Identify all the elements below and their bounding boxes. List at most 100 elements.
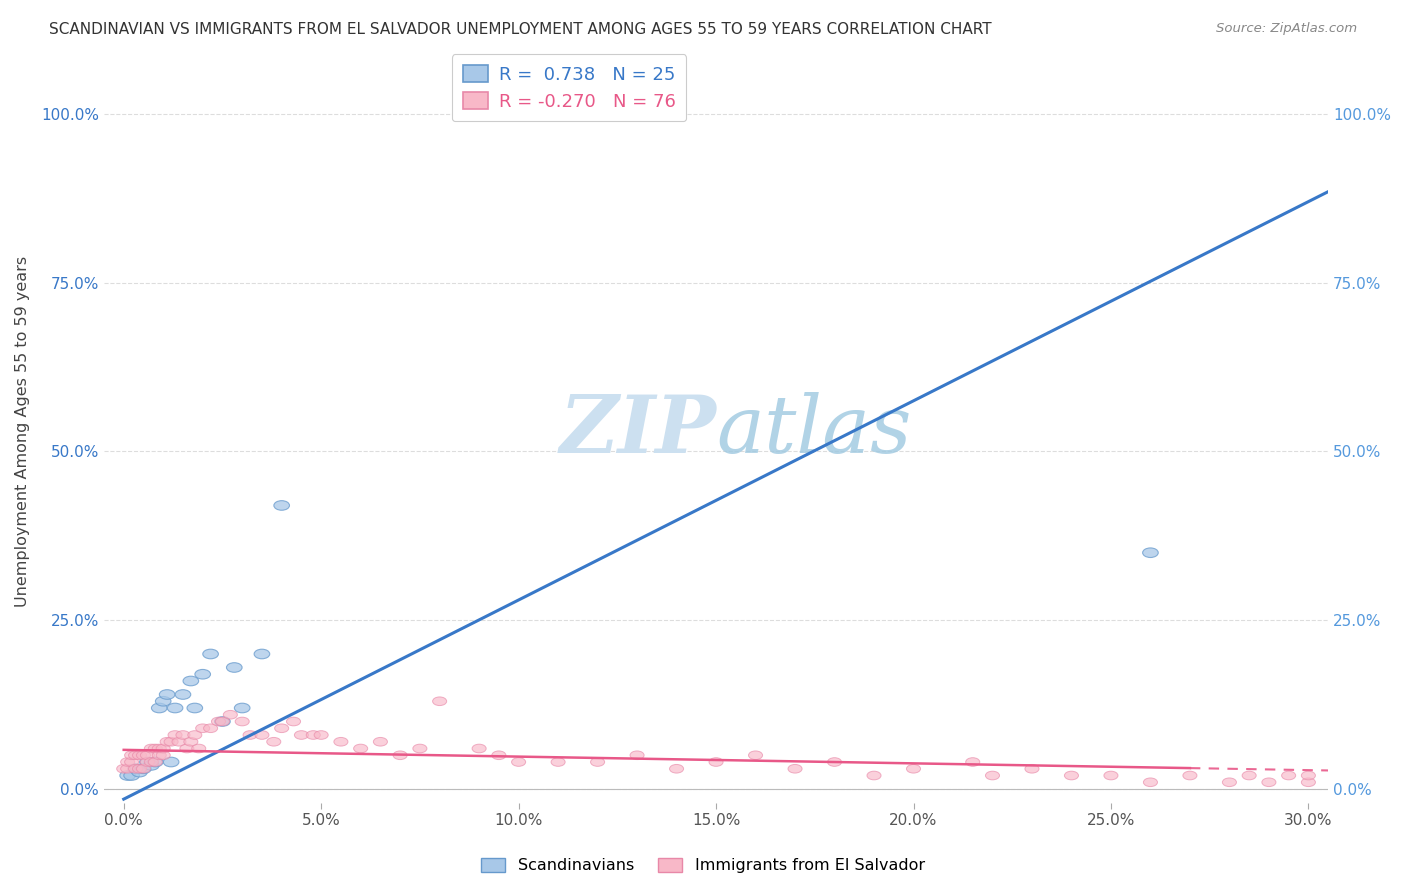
Ellipse shape <box>141 757 155 766</box>
Ellipse shape <box>167 703 183 713</box>
Text: SCANDINAVIAN VS IMMIGRANTS FROM EL SALVADOR UNEMPLOYMENT AMONG AGES 55 TO 59 YEA: SCANDINAVIAN VS IMMIGRANTS FROM EL SALVA… <box>49 22 991 37</box>
Ellipse shape <box>254 731 269 739</box>
Ellipse shape <box>491 109 506 119</box>
Ellipse shape <box>145 744 159 753</box>
Ellipse shape <box>211 717 225 726</box>
Ellipse shape <box>314 731 328 739</box>
Ellipse shape <box>124 771 139 780</box>
Ellipse shape <box>630 751 644 760</box>
Legend: R =  0.738   N = 25, R = -0.270   N = 76: R = 0.738 N = 25, R = -0.270 N = 76 <box>451 54 686 121</box>
Ellipse shape <box>966 757 980 766</box>
Ellipse shape <box>868 772 882 780</box>
Ellipse shape <box>195 669 211 679</box>
Ellipse shape <box>287 717 301 726</box>
Ellipse shape <box>254 649 270 659</box>
Ellipse shape <box>512 757 526 766</box>
Ellipse shape <box>433 697 447 706</box>
Ellipse shape <box>224 710 238 719</box>
Ellipse shape <box>235 717 249 726</box>
Ellipse shape <box>176 690 191 699</box>
Ellipse shape <box>148 757 163 767</box>
Ellipse shape <box>243 731 257 739</box>
Ellipse shape <box>492 751 506 760</box>
Ellipse shape <box>226 663 242 673</box>
Ellipse shape <box>120 771 135 780</box>
Ellipse shape <box>204 724 218 732</box>
Ellipse shape <box>1143 548 1159 558</box>
Ellipse shape <box>156 751 170 760</box>
Ellipse shape <box>274 724 288 732</box>
Ellipse shape <box>128 764 142 773</box>
Ellipse shape <box>195 724 209 732</box>
Ellipse shape <box>1064 772 1078 780</box>
Ellipse shape <box>1302 772 1316 780</box>
Ellipse shape <box>141 751 155 760</box>
Ellipse shape <box>709 757 723 766</box>
Ellipse shape <box>1182 772 1197 780</box>
Ellipse shape <box>413 744 427 753</box>
Ellipse shape <box>191 744 205 753</box>
Ellipse shape <box>180 744 194 753</box>
Ellipse shape <box>333 738 347 746</box>
Ellipse shape <box>1302 778 1316 787</box>
Ellipse shape <box>121 764 135 773</box>
Ellipse shape <box>215 716 231 726</box>
Ellipse shape <box>394 751 408 760</box>
Ellipse shape <box>125 751 139 760</box>
Ellipse shape <box>125 757 139 766</box>
Ellipse shape <box>235 703 250 713</box>
Ellipse shape <box>156 744 170 753</box>
Ellipse shape <box>139 757 155 767</box>
Ellipse shape <box>1025 764 1039 773</box>
Ellipse shape <box>551 757 565 766</box>
Legend: Scandinavians, Immigrants from El Salvador: Scandinavians, Immigrants from El Salvad… <box>475 851 931 880</box>
Ellipse shape <box>128 764 143 773</box>
Ellipse shape <box>132 767 148 777</box>
Ellipse shape <box>136 764 150 773</box>
Ellipse shape <box>471 109 486 119</box>
Ellipse shape <box>148 757 162 766</box>
Ellipse shape <box>274 500 290 510</box>
Ellipse shape <box>472 744 486 753</box>
Y-axis label: Unemployment Among Ages 55 to 59 years: Unemployment Among Ages 55 to 59 years <box>15 256 30 607</box>
Text: Source: ZipAtlas.com: Source: ZipAtlas.com <box>1216 22 1357 36</box>
Ellipse shape <box>215 717 229 726</box>
Ellipse shape <box>374 738 388 746</box>
Ellipse shape <box>294 731 308 739</box>
Ellipse shape <box>748 751 762 760</box>
Ellipse shape <box>183 676 198 686</box>
Ellipse shape <box>1241 772 1256 780</box>
Ellipse shape <box>135 764 152 773</box>
Ellipse shape <box>307 731 321 739</box>
Ellipse shape <box>128 751 142 760</box>
Ellipse shape <box>136 751 150 760</box>
Ellipse shape <box>1104 772 1118 780</box>
Ellipse shape <box>176 731 190 739</box>
Ellipse shape <box>121 757 135 766</box>
Ellipse shape <box>267 738 281 746</box>
Ellipse shape <box>1282 772 1296 780</box>
Ellipse shape <box>152 703 167 713</box>
Ellipse shape <box>160 738 174 746</box>
Ellipse shape <box>184 738 198 746</box>
Ellipse shape <box>354 744 368 753</box>
Ellipse shape <box>188 731 202 739</box>
Ellipse shape <box>202 649 218 659</box>
Ellipse shape <box>986 772 1000 780</box>
Ellipse shape <box>148 744 162 753</box>
Ellipse shape <box>669 764 683 773</box>
Text: atlas: atlas <box>716 392 911 470</box>
Ellipse shape <box>152 744 166 753</box>
Ellipse shape <box>165 738 179 746</box>
Ellipse shape <box>1222 778 1236 787</box>
Ellipse shape <box>787 764 801 773</box>
Ellipse shape <box>163 757 179 767</box>
Ellipse shape <box>117 764 131 773</box>
Ellipse shape <box>143 761 159 770</box>
Text: ZIP: ZIP <box>560 392 716 470</box>
Ellipse shape <box>1143 778 1157 787</box>
Ellipse shape <box>132 764 146 773</box>
Ellipse shape <box>1261 778 1275 787</box>
Ellipse shape <box>132 751 146 760</box>
Ellipse shape <box>169 731 183 739</box>
